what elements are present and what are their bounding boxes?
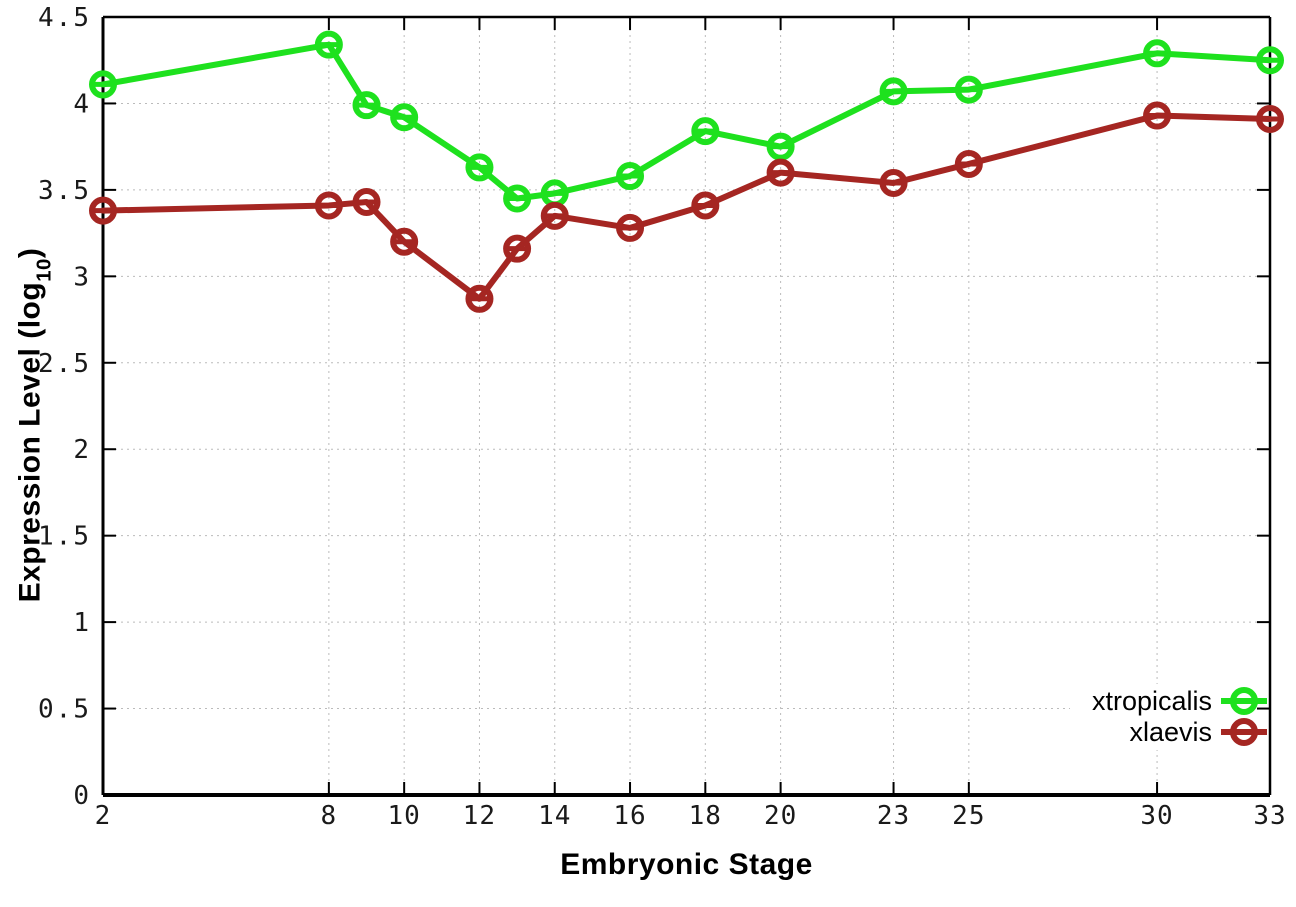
x-tick-label: 2 — [95, 801, 112, 831]
data-point-marker-xtropicalis — [390, 103, 419, 132]
data-point-marker-xlaevis — [390, 227, 419, 256]
x-tick-label: 20 — [764, 801, 797, 831]
legend-marker-circle-xtropicalis — [1230, 687, 1258, 715]
data-point-marker-xlaevis — [352, 187, 381, 216]
y-tick-label: 4 — [73, 89, 91, 119]
y-axis-title-text: Expression Level (log — [13, 281, 47, 603]
x-tick-label: 12 — [463, 801, 496, 831]
y-tick-label: 3 — [73, 262, 91, 292]
data-point-marker-xtropicalis — [1143, 39, 1172, 68]
data-point-marker-xtropicalis — [314, 30, 343, 59]
data-point-marker-xlaevis — [1143, 101, 1172, 130]
x-tick-label: 8 — [321, 801, 338, 831]
series-line-xtropicalis — [100, 41, 1273, 202]
y-tick-label: 2.5 — [38, 349, 91, 379]
data-point-marker-xtropicalis — [89, 70, 117, 99]
data-point-marker-xtropicalis — [691, 117, 720, 146]
data-point-marker-xlaevis — [616, 213, 645, 242]
x-tick-label: 25 — [952, 801, 985, 831]
data-point-marker-xtropicalis — [616, 162, 645, 191]
data-point-marker-xlaevis — [89, 196, 117, 225]
y-tick-label: 0.5 — [38, 695, 91, 725]
x-tick-label: 23 — [877, 801, 910, 831]
y-axis-title-close: ) — [13, 247, 47, 259]
data-point-marker-xtropicalis — [352, 91, 381, 120]
y-tick-label: 2 — [73, 435, 91, 465]
x-tick-label: 16 — [613, 801, 646, 831]
data-point-marker-xlaevis — [766, 158, 795, 187]
data-point-marker-xtropicalis — [1256, 46, 1284, 75]
y-tick-label: 4.5 — [38, 3, 91, 33]
x-axis-title: Embryonic Stage — [560, 848, 813, 881]
data-point-marker-xtropicalis — [465, 153, 494, 182]
data-point-marker-xtropicalis — [954, 75, 983, 104]
x-tick-label: 33 — [1253, 801, 1286, 831]
data-point-marker-xlaevis — [879, 168, 908, 197]
data-point-marker-xlaevis — [691, 191, 720, 220]
y-tick-label: 3.5 — [38, 176, 91, 206]
data-point-marker-xlaevis — [465, 284, 494, 313]
data-point-marker-xtropicalis — [766, 132, 795, 161]
data-point-marker-xlaevis — [1256, 105, 1284, 134]
legend-label-xlaevis: xlaevis — [1129, 717, 1212, 747]
y-tick-label: 0 — [73, 781, 91, 811]
data-point-marker-xlaevis — [540, 201, 569, 230]
legend-label-xtropicalis: xtropicalis — [1092, 686, 1212, 716]
y-tick-label: 1 — [73, 608, 91, 638]
data-point-marker-xlaevis — [314, 191, 343, 220]
data-point-marker-xlaevis — [954, 149, 983, 178]
y-axis-title: Expression Level (log10) — [13, 247, 56, 603]
x-tick-label: 18 — [689, 801, 722, 831]
data-point-marker-xtropicalis — [879, 77, 908, 106]
legend-marker-circle-xlaevis — [1230, 718, 1258, 746]
data-point-marker-xlaevis — [503, 234, 532, 263]
x-tick-label: 10 — [388, 801, 421, 831]
y-tick-label: 1.5 — [38, 522, 91, 552]
data-point-marker-xtropicalis — [503, 184, 532, 213]
y-axis-title-subscript: 10 — [33, 258, 56, 282]
x-tick-label: 30 — [1140, 801, 1173, 831]
x-tick-label: 14 — [538, 801, 571, 831]
